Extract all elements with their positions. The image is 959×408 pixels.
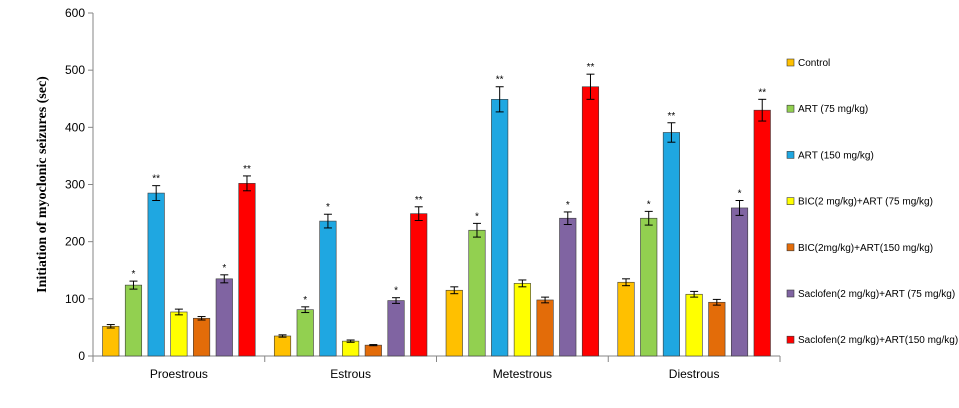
legend-swatch — [786, 104, 795, 113]
bar — [640, 217, 658, 357]
bar — [296, 309, 314, 357]
bar — [491, 99, 509, 357]
legend-label: ART (75 mg/kg) — [798, 104, 868, 115]
y-tick-label: 100 — [65, 292, 85, 306]
y-tick-label: 600 — [65, 6, 85, 20]
y-tick-label: 200 — [65, 235, 85, 249]
legend-label: BIC(2mg/kg)+ART(150 mg/kg) — [798, 243, 933, 254]
legend-label: Saclofen(2 mg/kg)+ART (75 mg/kg) — [798, 289, 955, 300]
y-tick-label: 0 — [78, 349, 85, 363]
bar — [238, 183, 256, 357]
bar — [445, 289, 463, 357]
legend-swatch — [786, 289, 795, 298]
bar — [387, 300, 405, 357]
bar — [513, 283, 531, 357]
x-tick-label: Estrous — [330, 367, 371, 381]
bar — [753, 109, 771, 357]
legend-label: Saclofen(2 mg/kg)+ART(150 mg/kg) — [798, 335, 958, 346]
y-tick-label: 300 — [65, 178, 85, 192]
bar — [215, 278, 233, 357]
bar — [124, 284, 143, 357]
significance-marker: * — [738, 189, 742, 200]
bars: *********************** — [102, 62, 771, 357]
significance-marker: * — [222, 263, 226, 274]
legend-swatch — [786, 151, 795, 159]
bar — [468, 229, 486, 357]
significance-marker: * — [475, 211, 479, 222]
significance-marker: * — [394, 286, 398, 297]
legend-swatch — [786, 197, 795, 205]
significance-marker: * — [647, 199, 651, 210]
axes: 0 100 200 300 400 500 600 Proestrous Estrous Mete… — [65, 6, 781, 381]
y-tick-label: 400 — [65, 120, 85, 134]
bar — [364, 344, 382, 357]
x-tick-label: Proestrous — [150, 367, 208, 381]
bar — [147, 192, 165, 357]
bar — [536, 299, 554, 357]
bar — [708, 301, 726, 357]
significance-marker: * — [132, 269, 136, 280]
legend-swatch — [786, 335, 795, 344]
legend-swatch — [786, 58, 795, 67]
significance-marker: ** — [243, 164, 251, 175]
significance-marker: ** — [758, 87, 766, 98]
significance-marker: * — [566, 200, 570, 211]
bar — [193, 317, 211, 357]
legend-swatch — [786, 243, 795, 252]
x-tick-label: Diestrous — [669, 367, 720, 381]
legend-label: Control — [798, 58, 830, 69]
bar — [342, 340, 360, 357]
bar — [170, 311, 188, 357]
bar — [319, 220, 337, 357]
y-axis-label: Initiation of myoclonic seizures (sec) — [35, 76, 50, 293]
legend-label: ART (150 mg/kg) — [798, 150, 874, 161]
significance-marker: ** — [587, 62, 595, 73]
bar — [617, 281, 635, 357]
bar — [685, 293, 703, 357]
bar — [730, 207, 749, 357]
significance-marker: ** — [152, 174, 160, 185]
x-tick-label: Metestrous — [493, 367, 552, 381]
bar — [410, 213, 428, 357]
significance-marker: ** — [668, 111, 676, 122]
bar — [662, 132, 680, 357]
significance-marker: ** — [496, 75, 504, 86]
significance-marker: * — [326, 202, 330, 213]
bar — [581, 86, 600, 357]
bar — [559, 217, 577, 357]
bar — [273, 335, 292, 357]
bar — [102, 325, 120, 357]
legend: Control ART (75 mg/kg) ART (150 mg/kg) BIC(… — [786, 58, 958, 346]
significance-marker: * — [303, 295, 307, 306]
y-tick-label: 500 — [65, 63, 85, 77]
legend-label: BIC(2 mg/kg)+ART (75 mg/kg) — [798, 197, 933, 208]
significance-marker: ** — [415, 195, 423, 206]
